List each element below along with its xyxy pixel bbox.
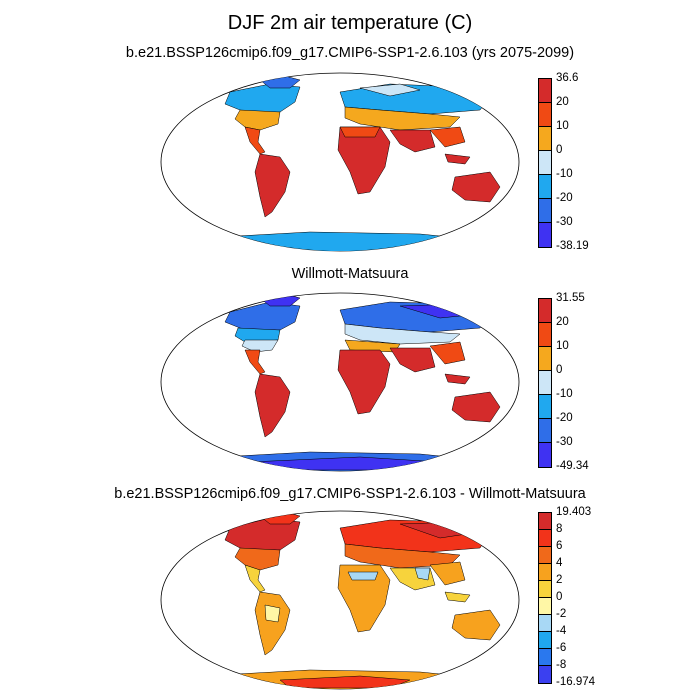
panel-2-colorbar-segment bbox=[539, 347, 551, 371]
panel-2-colorbar-segment bbox=[539, 419, 551, 443]
panel-1-tick-label: -30 bbox=[556, 216, 573, 228]
east-asia-region bbox=[429, 561, 466, 586]
tibet-region bbox=[414, 567, 431, 581]
central-america-region bbox=[244, 126, 266, 155]
panel-3-tick-label: 19.403 bbox=[556, 506, 592, 518]
africa-region bbox=[337, 126, 391, 195]
panel-2-tick-label: 10 bbox=[556, 340, 569, 352]
panel-3-tick-label: 6 bbox=[556, 540, 563, 552]
panel-1-title: b.e21.BSSP126cmip6.f09_g17.CMIP6-SSP1-2.… bbox=[125, 45, 575, 61]
panel-1-map-svg bbox=[160, 72, 520, 252]
north-america-mid-region bbox=[241, 339, 279, 353]
panel-1-tick-label: 20 bbox=[556, 96, 569, 108]
panel-3-colorbar-segment bbox=[539, 530, 551, 547]
panel-3-colorbar-segment bbox=[539, 581, 551, 598]
panel-2-colorbar bbox=[538, 298, 552, 468]
panel-1-colorbar-segment bbox=[539, 199, 551, 223]
amazon-region bbox=[264, 604, 281, 623]
panel-3-colorbar-segment bbox=[539, 649, 551, 666]
panel-1-map bbox=[160, 72, 520, 252]
panel-2-colorbar-segment bbox=[539, 323, 551, 347]
figure-title: DJF 2m air temperature (C) bbox=[227, 12, 473, 34]
sahara-region bbox=[347, 571, 379, 581]
panel-3-colorbar-segment bbox=[539, 615, 551, 632]
panel-2-tick-label: 31.55 bbox=[556, 292, 585, 304]
australia-region bbox=[451, 609, 501, 641]
panel-2-colorbar-segment bbox=[539, 395, 551, 419]
panel-2-tick-label: -30 bbox=[556, 436, 573, 448]
panel-3-tick-label: -6 bbox=[556, 642, 567, 654]
panel-1-tick-label: -38.19 bbox=[556, 240, 589, 252]
africa-region bbox=[337, 349, 391, 415]
panel-2-tick-label: 20 bbox=[556, 316, 569, 328]
panel-1-tick-label: 0 bbox=[556, 144, 563, 156]
east-asia-region bbox=[429, 341, 466, 365]
panel-2-colorbar-segment bbox=[539, 371, 551, 395]
panel-1-colorbar-segment bbox=[539, 127, 551, 151]
maritime-continent-region bbox=[444, 373, 471, 385]
panel-3-colorbar-segment bbox=[539, 666, 551, 683]
africa-region bbox=[337, 564, 391, 633]
panel-2-tick-label: -20 bbox=[556, 412, 573, 424]
south-asia-region bbox=[389, 129, 436, 153]
panel-2-tick-label: -49.34 bbox=[556, 460, 589, 472]
panel-1-colorbar bbox=[538, 78, 552, 248]
panel-3-colorbar-segment bbox=[539, 632, 551, 649]
central-america-region bbox=[244, 564, 266, 593]
panel-3-colorbar-segment bbox=[539, 564, 551, 581]
panel-2-tick-label: -10 bbox=[556, 388, 573, 400]
panel-3-colorbar-segment bbox=[539, 547, 551, 564]
panel-1-tick-label: 36.6 bbox=[556, 72, 579, 84]
panel-3-colorbar-segment bbox=[539, 513, 551, 530]
siberia-band bbox=[359, 83, 421, 97]
panel-3-title: b.e21.BSSP126cmip6.f09_g17.CMIP6-SSP1-2.… bbox=[114, 486, 586, 502]
east-asia-region bbox=[429, 126, 466, 148]
australia-region bbox=[451, 391, 501, 423]
south-asia-region bbox=[389, 347, 436, 373]
panel-3-colorbar bbox=[538, 512, 552, 684]
panel-3-tick-label: -2 bbox=[556, 608, 567, 620]
panel-1-tick-label: 10 bbox=[556, 120, 569, 132]
maritime-continent-region bbox=[444, 153, 471, 165]
panel-3-map bbox=[160, 510, 520, 690]
maritime-continent-region bbox=[444, 591, 471, 603]
panel-3-map-svg bbox=[160, 510, 520, 690]
panel-3-colorbar-segment bbox=[539, 598, 551, 615]
australia-region bbox=[451, 171, 501, 203]
south-america-region bbox=[254, 373, 291, 438]
panel-2-title: Willmott-Matsuura bbox=[291, 266, 409, 282]
panel-1-tick-label: -20 bbox=[556, 192, 573, 204]
south-america-region bbox=[254, 153, 291, 218]
panel-1-tick-label: -10 bbox=[556, 168, 573, 180]
eurasia-mid-region bbox=[344, 323, 461, 345]
panel-3-tick-label: 4 bbox=[556, 557, 563, 569]
panel-2-tick-label: 0 bbox=[556, 364, 563, 376]
panel-3-tick-label: -4 bbox=[556, 625, 567, 637]
panel-3-tick-label: -8 bbox=[556, 659, 567, 671]
panel-2-map bbox=[160, 292, 520, 472]
panel-3-tick-label: 8 bbox=[556, 523, 563, 535]
panel-2-map-svg bbox=[160, 292, 520, 472]
panel-1-colorbar-segment bbox=[539, 103, 551, 127]
panel-3-tick-label: -16.974 bbox=[556, 676, 596, 688]
north-africa-region bbox=[339, 126, 381, 138]
panel-3-tick-label: 2 bbox=[556, 574, 563, 586]
panel-1-colorbar-segment bbox=[539, 79, 551, 103]
panel-1-colorbar-segment bbox=[539, 151, 551, 175]
panel-1-colorbar-segment bbox=[539, 223, 551, 247]
panel-2-colorbar-segment bbox=[539, 299, 551, 323]
panel-2-colorbar-segment bbox=[539, 443, 551, 467]
panel-3-tick-label: 0 bbox=[556, 591, 563, 603]
south-america-region bbox=[254, 591, 291, 656]
eurasia-mid-region bbox=[344, 106, 461, 131]
central-america-region bbox=[244, 349, 266, 375]
panel-1-colorbar-segment bbox=[539, 175, 551, 199]
